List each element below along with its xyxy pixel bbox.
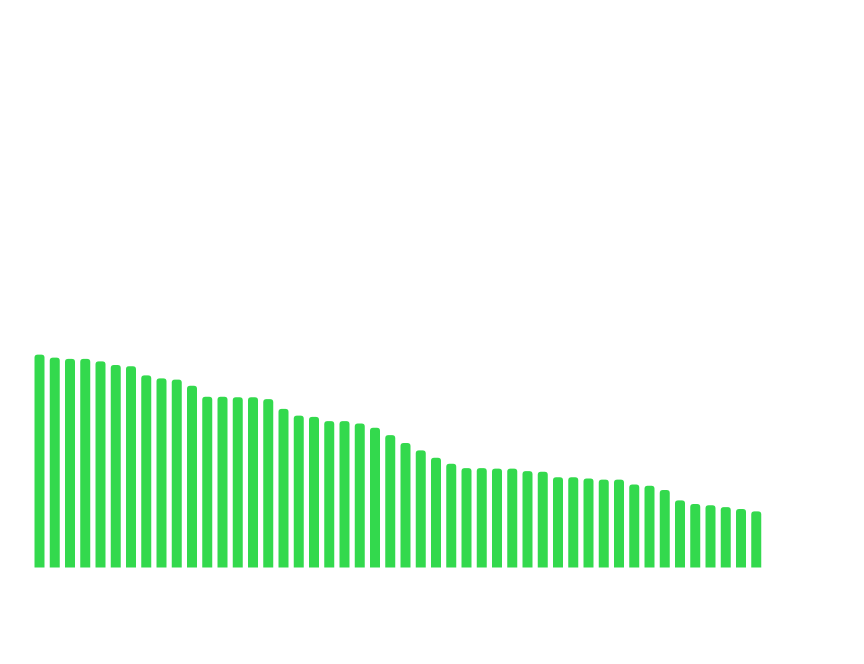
bar-36 — [568, 477, 579, 568]
bar-11 — [187, 385, 197, 568]
bar-series — [34, 354, 762, 568]
bar-34 — [537, 471, 548, 568]
bar-2 — [49, 357, 60, 568]
bar-41 — [644, 485, 655, 568]
bar-29 — [461, 468, 472, 568]
bar-45 — [705, 505, 716, 568]
bar-12 — [202, 396, 213, 568]
bar-10 — [171, 379, 182, 568]
bar-16 — [263, 399, 274, 568]
bar-39 — [614, 479, 624, 568]
bar-46 — [720, 507, 731, 568]
bar-8 — [141, 375, 152, 568]
bar-25 — [400, 443, 411, 568]
bar-27 — [431, 457, 441, 568]
bar-48 — [751, 511, 762, 568]
bar-20 — [324, 421, 335, 568]
bar-21 — [339, 421, 350, 568]
bar-22 — [354, 423, 365, 568]
bar-35 — [553, 477, 563, 568]
bar-4 — [80, 358, 91, 568]
bar-14 — [232, 397, 243, 568]
bar-7 — [126, 366, 136, 568]
bar-17 — [278, 408, 289, 568]
bar-42 — [659, 490, 670, 568]
bar-38 — [598, 479, 609, 568]
bar-1 — [34, 354, 45, 568]
bar-31 — [492, 468, 502, 568]
bar-33 — [522, 471, 533, 568]
bar-19 — [309, 416, 319, 568]
bar-18 — [293, 415, 304, 568]
bar-43 — [675, 500, 685, 568]
bar-24 — [385, 435, 396, 568]
bar-28 — [446, 463, 457, 568]
bar-6 — [110, 364, 121, 568]
bar-3 — [65, 358, 75, 568]
bar-9 — [156, 378, 167, 568]
bar-23 — [370, 427, 380, 568]
bar-47 — [736, 508, 746, 568]
bar-32 — [507, 468, 518, 568]
bar-44 — [690, 504, 701, 568]
bar-5 — [95, 361, 106, 568]
bar-15 — [248, 397, 258, 568]
bar-26 — [415, 450, 426, 568]
bar-40 — [629, 484, 640, 568]
bar-30 — [476, 468, 487, 568]
bar-37 — [583, 478, 594, 568]
bar-13 — [217, 396, 228, 568]
